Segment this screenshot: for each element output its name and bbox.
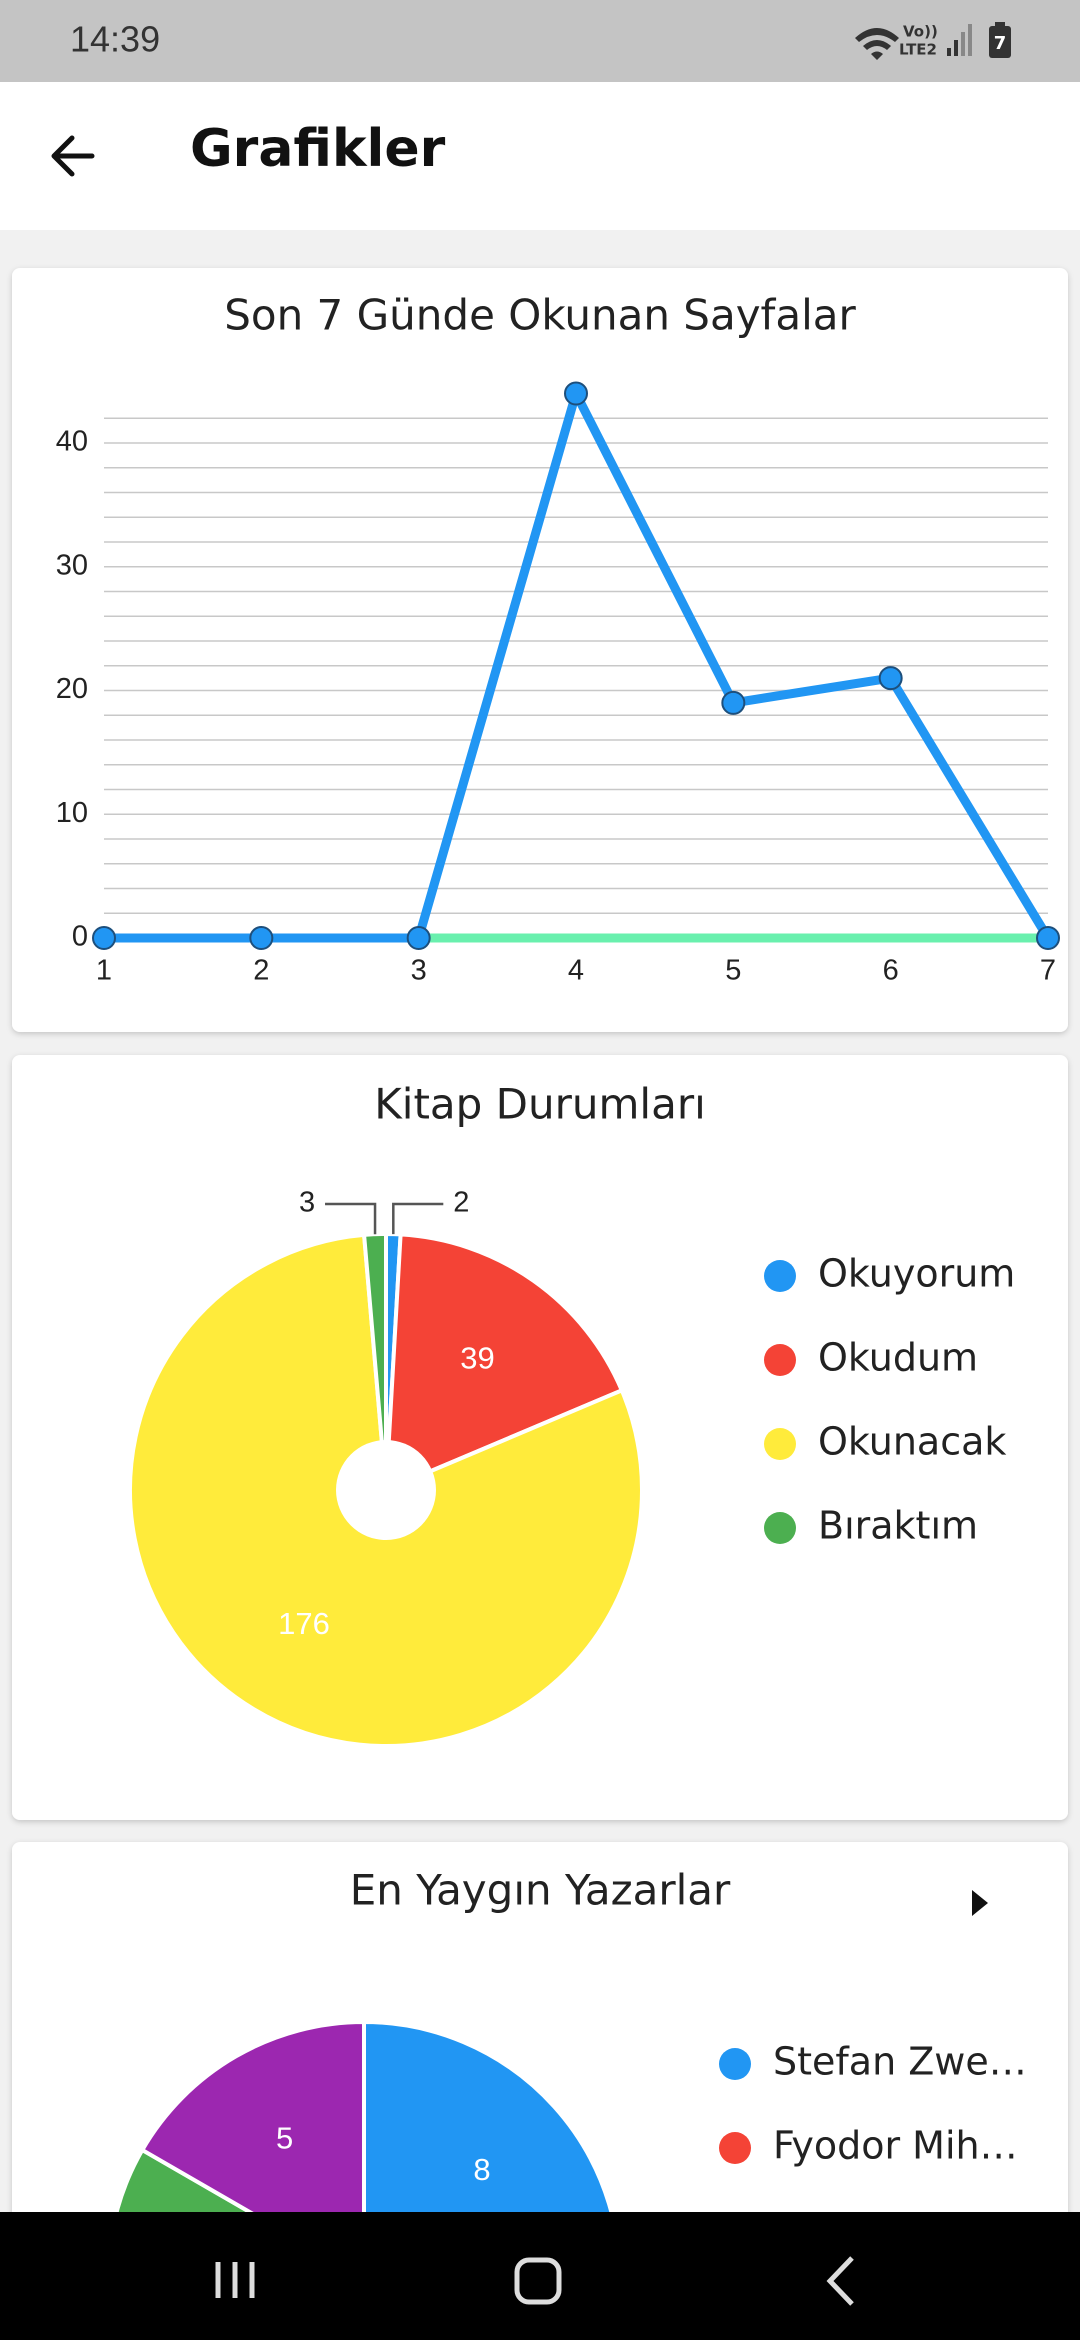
wifi-icon (855, 28, 899, 60)
data-point (249, 926, 274, 950)
x-tick-label: 6 (883, 955, 899, 987)
status-icons: Vo)) LTE2 7 (855, 22, 1011, 60)
status-bar (0, 0, 1080, 82)
battery-icon (989, 26, 1011, 58)
x-tick-label: 1 (96, 955, 112, 987)
x-tick-label: 7 (1040, 955, 1056, 987)
legend-label: Bıraktım (818, 1504, 978, 1548)
legend-label: Okuyorum (818, 1252, 1015, 1296)
status-time: 14:39 (70, 19, 160, 60)
app-title: Grafikler (190, 119, 446, 179)
slice-label: 5 (276, 2121, 293, 2156)
legend-swatch (764, 1428, 796, 1460)
data-point (1036, 926, 1060, 950)
x-tick-label: 4 (568, 955, 584, 987)
chart-title: En Yaygın Yazarlar (350, 1866, 731, 1915)
legend-swatch (719, 2132, 751, 2164)
data-point (878, 666, 903, 691)
slice-label: 2 (453, 1187, 469, 1219)
signal-bar (961, 32, 965, 56)
legend-label: Stefan Zwe… (773, 2040, 1027, 2084)
nav-bar (0, 2212, 1080, 2340)
card (12, 268, 1068, 1032)
signal-bar (947, 48, 951, 56)
battery-level: 7 (994, 33, 1007, 54)
nav-back[interactable] (826, 2256, 854, 2306)
legend-swatch (719, 2048, 751, 2080)
leader-line (392, 1202, 444, 1235)
pie-slice (361, 1231, 388, 1491)
back-button[interactable] (51, 135, 95, 177)
y-tick-label: 10 (56, 797, 88, 829)
slice-label: 8 (473, 2152, 490, 2187)
legend-label: Okunacak (818, 1420, 1006, 1464)
network-type: LTE2 (899, 41, 937, 59)
nav-recents[interactable] (215, 2262, 255, 2298)
data-point (92, 926, 116, 950)
slice-label: 39 (460, 1340, 494, 1375)
y-tick-label: 20 (56, 673, 88, 705)
data-point (721, 690, 746, 715)
legend-swatch (764, 1512, 796, 1544)
pie-hole (336, 1440, 436, 1540)
legend-swatch (764, 1344, 796, 1376)
nav-home[interactable] (514, 2257, 562, 2305)
legend-swatch (764, 1260, 796, 1292)
slice-label: 176 (278, 1606, 330, 1641)
slice-label: 3 (299, 1187, 315, 1219)
next-button[interactable] (972, 1890, 988, 1916)
chart-title: Son 7 Günde Okunan Sayfalar (224, 291, 856, 340)
leader-line (325, 1202, 377, 1235)
x-tick-label: 3 (411, 955, 427, 987)
y-tick-label: 30 (56, 549, 88, 581)
signal-bar (954, 40, 958, 56)
app-bar (0, 82, 1080, 230)
signal-bar (968, 24, 972, 56)
data-point (564, 381, 588, 406)
chart-title: Kitap Durumları (374, 1080, 706, 1129)
legend-label: Okudum (818, 1336, 978, 1380)
x-tick-label: 5 (725, 955, 741, 987)
x-tick-label: 2 (253, 955, 269, 987)
legend-label: Fyodor Mih… (773, 2124, 1018, 2168)
pie-slice (383, 1232, 625, 1494)
battery-tip (995, 22, 1005, 27)
network-label: Vo)) (903, 23, 938, 41)
y-tick-label: 40 (56, 426, 88, 458)
y-tick-label: 0 (72, 921, 88, 953)
data-point (406, 926, 431, 950)
nav-background (0, 2212, 1080, 2340)
